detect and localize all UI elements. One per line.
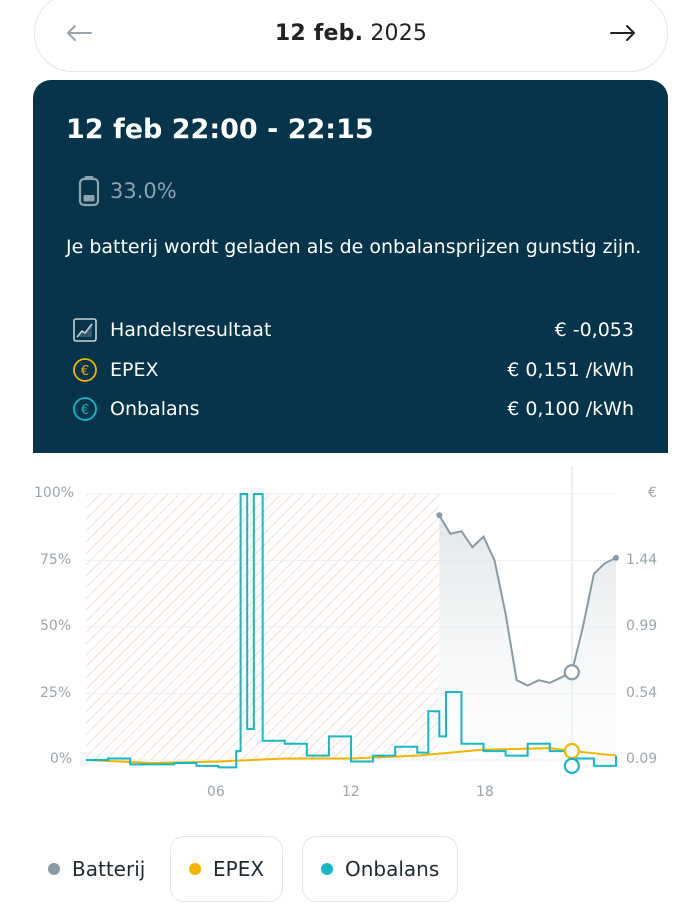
metric-row-epex: € EPEX € 0,151 /kWh [72, 355, 634, 385]
date-day-month: 12 feb. [274, 20, 364, 46]
next-day-button[interactable] [607, 17, 639, 49]
right-axis-tick: 0.99 [626, 618, 658, 634]
date-year: 2025 [370, 20, 428, 46]
metric-row-trading-result: Handelsresultaat € -0,053 [72, 315, 634, 345]
price-battery-chart[interactable]: 100% 75% 50% 25% 0% € 1.44 0.99 0.54 0.0… [0, 458, 690, 818]
interval-description: Je batterij wordt geladen als de onbalan… [66, 236, 642, 258]
chart-icon [73, 318, 97, 342]
arrow-left-icon [67, 25, 92, 41]
interval-details-card [33, 80, 668, 453]
interval-title: 12 feb 22:00 - 22:15 [66, 114, 374, 145]
metric-value: € 0,100 /kWh [507, 398, 634, 420]
right-axis-unit: € [648, 485, 657, 501]
svg-text:€: € [81, 403, 89, 418]
epex-selected-marker [563, 742, 580, 760]
battery-icon [78, 176, 100, 207]
legend-toggle-epex[interactable]: EPEX [170, 836, 284, 902]
chart-legend: Batterij EPEX Onbalans [0, 836, 690, 902]
left-axis-tick: 25% [40, 685, 72, 701]
left-axis-tick: 50% [40, 618, 72, 634]
battery-line [438, 514, 617, 687]
x-axis-tick: 12 [342, 784, 360, 800]
metric-label: Handelsresultaat [110, 319, 272, 341]
right-axis-tick: 0.09 [626, 751, 658, 767]
current-date[interactable]: 12 feb. 2025 [275, 21, 427, 46]
legend-label: Batterij [72, 857, 146, 881]
euro-coin-yellow-icon: € [73, 358, 97, 382]
legend-dot [48, 863, 60, 875]
battery-area [439, 515, 616, 760]
legend-label: Onbalans [345, 857, 440, 881]
legend-label: EPEX [213, 857, 265, 881]
right-axis-tick: 0.54 [626, 685, 658, 701]
chart-canvas [85, 466, 619, 775]
legend-toggle-battery[interactable]: Batterij [48, 836, 145, 902]
metric-label: EPEX [110, 359, 159, 381]
right-axis-tick: 1.44 [626, 552, 658, 568]
left-axis-tick: 100% [34, 485, 75, 501]
x-axis-tick: 18 [476, 784, 494, 800]
battery-percentage: 33.0% [110, 179, 177, 203]
left-axis-tick: 75% [40, 552, 72, 568]
battery-status: 33.0% [78, 175, 177, 207]
arrow-right-icon [610, 25, 635, 41]
metric-value: € -0,053 [554, 319, 634, 341]
legend-dot [321, 863, 333, 875]
left-axis-tick: 0% [50, 751, 73, 767]
euro-coin-cyan-icon: € [73, 397, 97, 421]
x-axis-tick: 06 [207, 784, 225, 800]
svg-text:€: € [81, 364, 89, 379]
metric-value: € 0,151 /kWh [507, 359, 634, 381]
battery-selected-marker [563, 664, 580, 681]
date-navigator: 12 feb. 2025 [34, 0, 668, 72]
battery-end-point [613, 554, 619, 561]
legend-toggle-imbalance[interactable]: Onbalans [302, 836, 459, 902]
previous-day-button[interactable] [63, 17, 95, 49]
battery-start-point [436, 512, 443, 519]
imbalance-line [86, 493, 617, 769]
metric-label: Onbalans [110, 398, 200, 420]
metric-row-imbalance: € Onbalans € 0,100 /kWh [72, 394, 634, 424]
imbalance-selected-marker [563, 757, 580, 775]
legend-dot [189, 863, 201, 875]
